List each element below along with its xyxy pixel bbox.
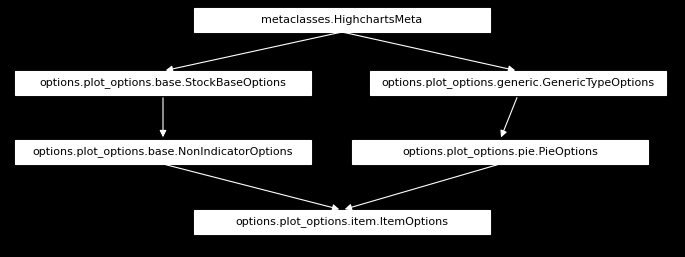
Text: options.plot_options.pie.PieOptions: options.plot_options.pie.PieOptions	[402, 146, 598, 158]
Text: options.plot_options.base.NonIndicatorOptions: options.plot_options.base.NonIndicatorOp…	[33, 146, 293, 158]
Bar	[370, 71, 666, 95]
Text: options.plot_options.item.ItemOptions: options.plot_options.item.ItemOptions	[236, 217, 449, 227]
Bar	[15, 140, 311, 164]
Text: options.plot_options.base.StockBaseOptions: options.plot_options.base.StockBaseOptio…	[40, 78, 286, 88]
Text: options.plot_options.generic.GenericTypeOptions: options.plot_options.generic.GenericType…	[382, 78, 655, 88]
Bar	[15, 71, 311, 95]
Bar	[194, 8, 490, 32]
Text: metaclasses.HighchartsMeta: metaclasses.HighchartsMeta	[262, 15, 423, 25]
Bar	[194, 210, 490, 234]
Bar	[352, 140, 648, 164]
